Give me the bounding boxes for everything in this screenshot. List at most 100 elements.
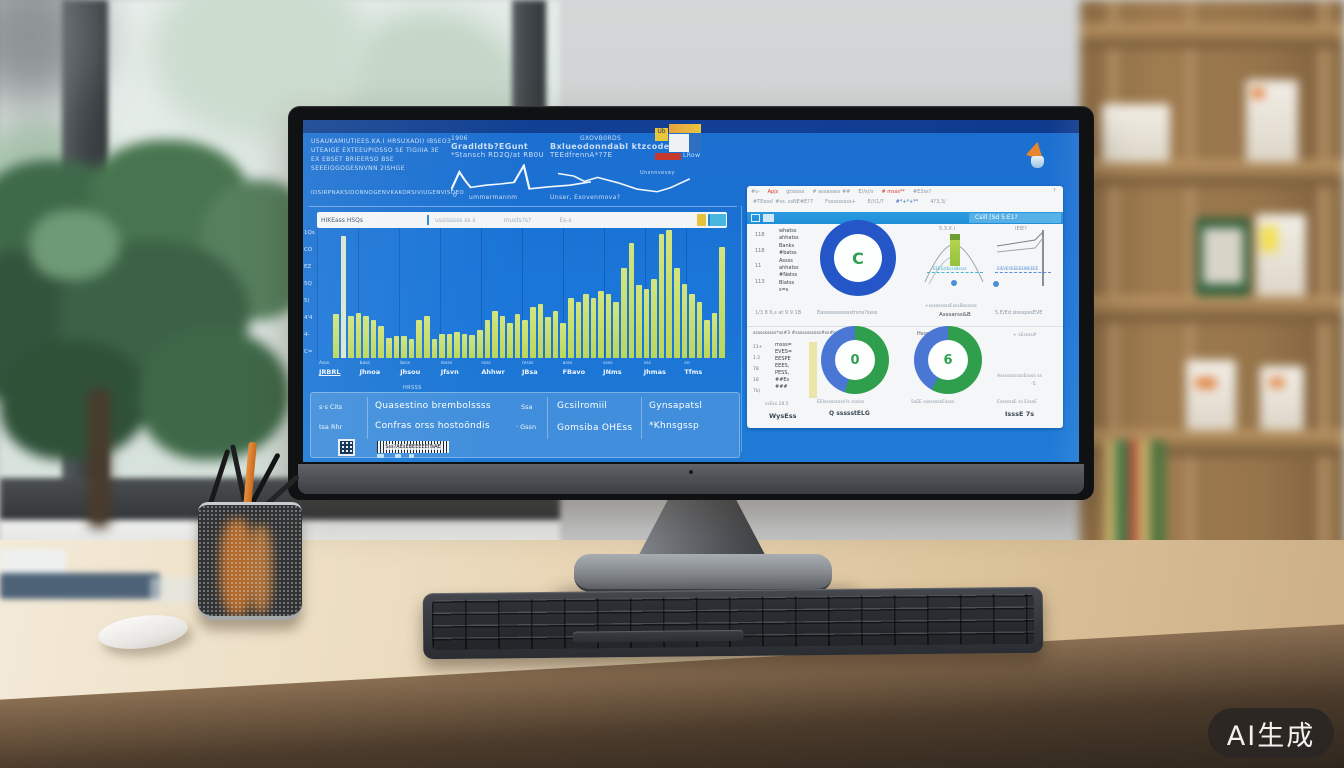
- bar: [598, 291, 604, 358]
- badge-yellow-block: Ub: [655, 128, 668, 141]
- header-sparkline-center: [451, 164, 591, 191]
- card-header-tab[interactable]: #TEass! #ss. ssNE#E?7: [753, 199, 814, 205]
- dark-folder: [0, 573, 160, 599]
- bar: [423, 315, 430, 358]
- badge-red-bar: [655, 153, 681, 160]
- card-header-tab[interactable]: 4?3,3/: [930, 199, 946, 205]
- storage-box: [1102, 104, 1170, 162]
- bar: [552, 310, 559, 358]
- y-axis-label: EZ: [304, 264, 312, 270]
- y-axis-label: 4-: [304, 332, 310, 338]
- header-center-caption: ummermannm: [469, 194, 518, 201]
- list-item: #batss: [779, 250, 797, 257]
- header-right-title: Bxlueodonndabl ktzcode: [550, 142, 670, 151]
- bar: [560, 323, 566, 358]
- card-header-tab[interactable]: Fsssssssss+: [825, 199, 856, 205]
- header-divider: [309, 206, 737, 207]
- keyboard-keys: [431, 593, 1035, 651]
- card-header-tab[interactable]: #E3ss?: [912, 189, 932, 195]
- menu-item[interactable]: Gomsiba OHEss: [557, 423, 633, 433]
- card-header-row1[interactable]: #s- Apjs gtsssss # assasass ## E//s//s # msss…: [751, 189, 1051, 197]
- menu-item[interactable]: *Khnsgssp: [649, 421, 700, 431]
- bar: [431, 338, 438, 358]
- x-tick-label: bass: [359, 361, 370, 366]
- menu-item[interactable]: Gynsapatsl: [649, 401, 703, 411]
- toolbar-cyan-button[interactable]: [708, 214, 726, 226]
- bar-chart-x-axis: JRBRL Jhnoa Jhsou Jfsvn Ahhwr JBsa FBavo JNms Jh…: [319, 368, 725, 376]
- card-divider: [747, 326, 1063, 327]
- titlebar-icon[interactable]: [751, 214, 760, 222]
- bar: [545, 317, 551, 358]
- titlebar-icon[interactable]: [763, 214, 774, 222]
- panel-divider: [741, 206, 742, 452]
- box-label: [1252, 88, 1264, 98]
- bar: [446, 333, 453, 358]
- list-item: Assss: [779, 257, 793, 264]
- card-header-tab[interactable]: #*+*+**: [895, 199, 919, 205]
- y-axis-label: 4'4: [304, 315, 313, 321]
- mesh-pen-cup: [198, 502, 302, 620]
- card-corner-mark[interactable]: ?: [1053, 188, 1056, 194]
- mini-icon[interactable]: [377, 454, 384, 458]
- linechart-top-label: IEIE?: [1015, 226, 1027, 232]
- titlebar-right-chip[interactable]: [969, 213, 1061, 223]
- spark-dot-label: 0: [453, 192, 458, 199]
- header-center-title: Gradldtb?EGunt: [451, 142, 529, 151]
- bar: [363, 315, 369, 358]
- mini-icon[interactable]: [395, 454, 401, 458]
- toolbar-filter[interactable]: Es-s: [559, 216, 572, 224]
- row1-list-labels: 118 118 11 113: [755, 228, 765, 290]
- toolbar-yellow-button[interactable]: [697, 214, 706, 226]
- card-header-row2[interactable]: #TEass! #ss. ssNE#E?7 Fsssssssss+ E//(1/? #…: [753, 199, 1053, 207]
- plant-leaf: [0, 340, 150, 460]
- list-item: ##Es: [775, 377, 790, 383]
- card-header-tab[interactable]: E//s//s: [858, 189, 874, 195]
- card-header-tab[interactable]: Apjs: [767, 189, 779, 195]
- donut-center-glyph: 6: [928, 340, 968, 380]
- toolbar-filter[interactable]: musts?s?: [503, 216, 532, 224]
- card-titlebar: Csill [Sd 5:E1?: [747, 212, 1063, 224]
- card-header-tab[interactable]: gtsssss: [786, 189, 805, 195]
- storage-box: [1260, 366, 1304, 430]
- menu-col0-row1[interactable]: s·s Cits: [319, 403, 343, 411]
- card-header-tab[interactable]: #s-: [751, 189, 760, 195]
- list-item: msss=: [775, 342, 792, 348]
- webcam-dot: [689, 470, 693, 474]
- bar: [689, 294, 695, 358]
- bar: [333, 314, 339, 358]
- menu-item[interactable]: Gcsilromiil: [557, 401, 608, 411]
- row2-list-footer1: ssEss 28.5: [765, 402, 789, 407]
- x-tick-label: msss: [521, 361, 534, 366]
- badge-label: LRow: [683, 152, 701, 159]
- badge-white-block: [669, 134, 689, 152]
- menu-item[interactable]: Confras orss hostoöndis: [375, 421, 490, 431]
- bar: [643, 288, 650, 358]
- x-axis-label: Jhnoa: [359, 368, 381, 376]
- bar: [507, 323, 513, 358]
- bar: [348, 315, 354, 358]
- plant-leaf: [140, 330, 290, 460]
- list-item: 18: [753, 378, 759, 383]
- donut-chart-1: C: [820, 220, 896, 296]
- menu-item[interactable]: Quasestino brembolssss: [375, 401, 491, 411]
- bar: [696, 301, 703, 358]
- panel-vdivider: [367, 397, 368, 439]
- screen-logo-shield: [1031, 156, 1044, 168]
- bar: [355, 313, 362, 358]
- menu-col0-row2[interactable]: tsa Rhr: [319, 423, 343, 431]
- mini-icon[interactable]: [409, 454, 414, 458]
- toolbar-filter[interactable]: ussisssss ss s: [435, 216, 476, 224]
- card-header-tab[interactable]: # msss**: [881, 189, 905, 195]
- chart-toolbar[interactable]: HIKEass HSQs ussisssss ss s musts?s? Es-…: [317, 212, 727, 228]
- frame-photo: [1203, 228, 1243, 284]
- card-header-tab[interactable]: # assasass ##: [812, 189, 851, 195]
- menu-item-value: Ssa: [521, 403, 533, 411]
- header-right-caption: Unser, Exovenmova?: [550, 194, 621, 201]
- row2-header-left: ssssssssss*ss#3 #sssssssssss#ss#gs*: [753, 331, 841, 336]
- list-item: 78: [753, 367, 759, 372]
- ai-watermark: AI生成: [1208, 708, 1334, 758]
- card-header-tab[interactable]: E//(1/?: [867, 199, 884, 205]
- bar: [575, 301, 582, 358]
- bar: [620, 268, 627, 358]
